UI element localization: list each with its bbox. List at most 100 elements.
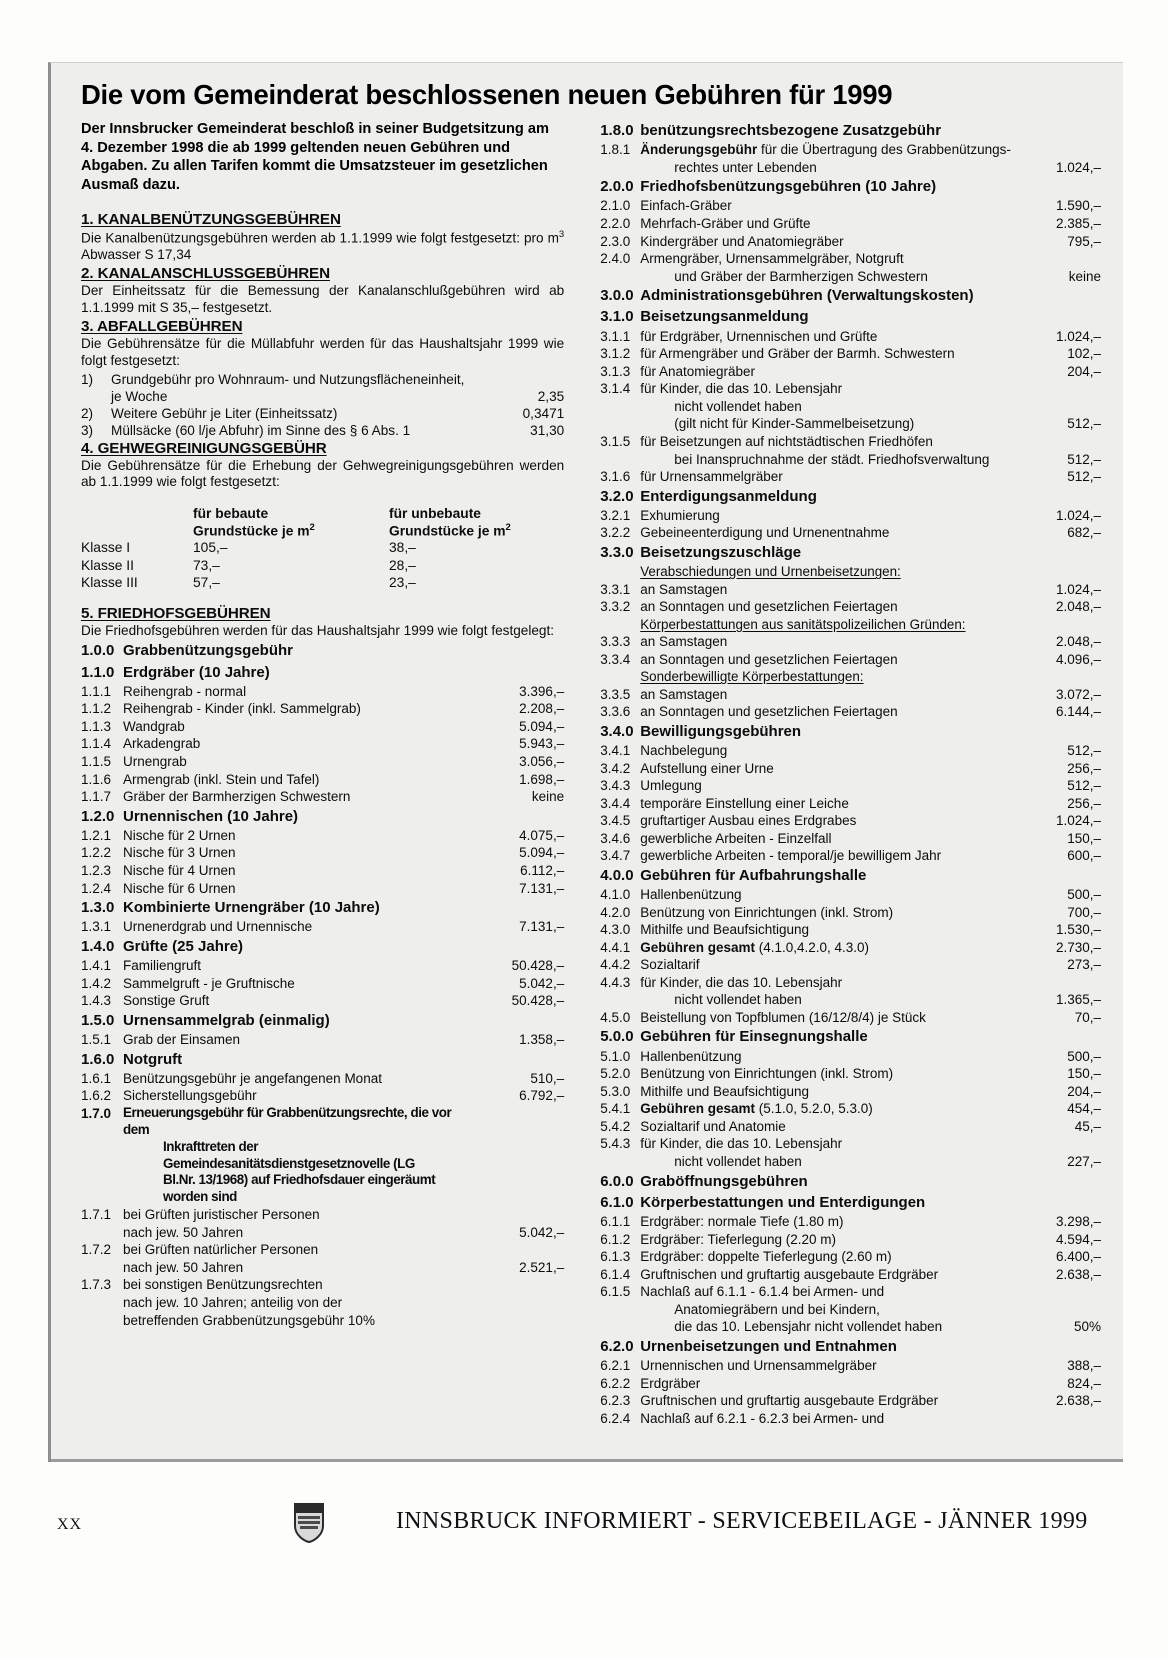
gehweg-head-bebaute-line1: für bebaute xyxy=(193,505,269,521)
fee-label: Gebühren für Einsegnungshalle xyxy=(640,1028,868,1046)
fee-code: 2.4.0 xyxy=(600,251,631,267)
list-item-label: Weitere Gebühr je Liter (Einheitssatz) xyxy=(111,405,338,421)
fee-amount: 7.131,– xyxy=(519,880,565,896)
fee-code: 4.5.0 xyxy=(600,1009,631,1025)
fee-label: Kindergräber und Anatomiegräber xyxy=(640,233,844,249)
unbuilt-rate: 38,– xyxy=(389,540,416,556)
fee-code: 3.4.7 xyxy=(600,848,631,864)
fee-code: 1.2.1 xyxy=(81,827,112,843)
fee-code: 6.1.1 xyxy=(600,1214,631,1230)
fee-label: Kombinierte Urnengräber (10 Jahre) xyxy=(123,899,380,917)
fee-code: 6.1.0 xyxy=(600,1193,634,1211)
fee-amount: keine xyxy=(1068,268,1101,284)
gehweg-table-header-row-2: Grundstücke je m2 Grundstücke je m2 xyxy=(81,522,564,540)
fee-amount xyxy=(1023,1410,1101,1428)
fee-amount: 2.730,– xyxy=(1055,939,1101,955)
fee-row: 1.2.1 Nische für 2 Urnen 4.075,– xyxy=(81,827,564,845)
fee-amount: 700,– xyxy=(1067,904,1101,920)
fee-row: 1.1.6 Armengrab (inkl. Stein und Tafel) 1.… xyxy=(81,771,564,789)
fee-amount xyxy=(482,937,564,957)
fee-row: 3.4.7 gewerbliche Arbeiten - temporal/je … xyxy=(600,847,1101,865)
fee-label: Urnensammelgrab (einmalig) xyxy=(123,1011,330,1029)
fee-label: gewerbliche Arbeiten - temporal/je bewil… xyxy=(640,848,942,864)
fee-label: für Beisetzungen auf nichtstädtischen Fr… xyxy=(640,433,933,449)
fee-code: 5.4.3 xyxy=(600,1136,631,1152)
fee-row: 5.3.0 Mithilfe und Beaufsichtigung 204,– xyxy=(600,1083,1101,1101)
fee-code: 6.2.2 xyxy=(600,1375,631,1391)
fee-code: 2.3.0 xyxy=(600,233,631,249)
fee-label: Urnenbeisetzungen und Entnahmen xyxy=(640,1337,897,1355)
fee-amount: 204,– xyxy=(1067,1083,1101,1099)
fee-label: für Erdgräber, Urnennischen und Grüfte xyxy=(640,328,878,344)
fee-code xyxy=(81,1139,123,1173)
fee-amount: 1.365,– xyxy=(1055,992,1101,1008)
fee-label: Bewilligungsgebühren xyxy=(640,722,802,740)
fee-heading-wrapped: Inkrafttreten der Gemeindesanitätsdienst… xyxy=(81,1139,564,1173)
fee-row: 3.2.2 Gebeineenterdigung und Urnenentnahm… xyxy=(600,524,1101,542)
fee-code: 3.2.1 xyxy=(600,507,631,523)
fee-row: 1.2.3 Nische für 4 Urnen 6.112,– xyxy=(81,862,564,880)
fee-row: 1.8.1 Änderungsgebühr für die Übertragung… xyxy=(600,141,1101,159)
fee-code: 2.1.0 xyxy=(600,198,631,214)
fee-label: Anatomiegräbern und bei Kindern, xyxy=(674,1301,880,1317)
fee-amount xyxy=(482,1241,564,1259)
fee-subheading: 1.8.0 benützungsrechtsbezogene Zusatzgebü… xyxy=(600,121,1101,141)
fee-code: 3.1.2 xyxy=(600,346,631,362)
fee-row: 1.3.1 Urnenerdgrab und Urnennische 7.131,– xyxy=(81,918,564,936)
fee-row: 1.5.1 Grab der Einsamen 1.358,– xyxy=(81,1031,564,1049)
fee-row: 6.1.2 Erdgräber: Tieferlegung (2.20 m) 4.5… xyxy=(600,1231,1101,1249)
fee-label: Wandgrab xyxy=(123,718,185,734)
list-item-value: 31,30 xyxy=(530,422,565,438)
fee-row: 1.1.1 Reihengrab - normal 3.396,– xyxy=(81,683,564,701)
fee-row: 1.1.4 Arkadengrab 5.943,– xyxy=(81,735,564,753)
fee-amount xyxy=(1023,1172,1101,1192)
fee-label: Arkadengrab xyxy=(123,736,201,752)
fee-code: 1.8.1 xyxy=(600,142,631,158)
fee-code: 3.4.1 xyxy=(600,743,631,759)
fee-subheading: 6.0.0 Graböffnungsgebühren xyxy=(600,1172,1101,1192)
fee-amount xyxy=(1023,563,1101,580)
fee-label: Umlegung xyxy=(640,778,702,794)
fee-amount: 1.024,– xyxy=(1055,581,1101,597)
fee-code: 3.3.3 xyxy=(600,634,631,650)
fee-code xyxy=(600,563,640,580)
fee-amount xyxy=(482,1050,564,1070)
fee-code: 6.1.5 xyxy=(600,1284,631,1300)
fee-subheading: 6.2.0 Urnenbeisetzungen und Entnahmen xyxy=(600,1337,1101,1357)
list-item-label: Müllsäcke (60 l/je Abfuhr) im Sinne des … xyxy=(111,422,411,438)
unbuilt-rate: 28,– xyxy=(389,557,416,573)
fee-label: benützungsrechtsbezogene Zusatzgebühr xyxy=(640,121,942,139)
fee-code: 1.4.0 xyxy=(81,937,115,955)
fee-row: 6.2.2 Erdgräber 824,– xyxy=(600,1375,1101,1393)
list-item-value: 2,35 xyxy=(537,388,565,404)
fee-code: 4.4.1 xyxy=(600,939,631,955)
fee-amount: 5.094,– xyxy=(519,718,565,734)
fee-amount: 1.024,– xyxy=(1055,813,1101,829)
fee-code: 6.1.2 xyxy=(600,1231,631,1247)
fee-row: 3.3.3 an Samstagen 2.048,– xyxy=(600,633,1101,651)
fee-subheading: 5.0.0 Gebühren für Einsegnungshalle xyxy=(600,1027,1101,1047)
fee-row: 6.1.5 Nachlaß auf 6.1.1 - 6.1.4 bei Armen… xyxy=(600,1283,1101,1301)
section-heading-abfall: 3. ABFALLGEBÜHREN xyxy=(81,318,243,336)
fee-subheading: 3.3.0 Beisetzungszuschläge xyxy=(600,543,1101,563)
fee-subheading: 3.0.0 Administrationsgebühren (Verwaltung… xyxy=(600,286,1101,306)
fee-amount: keine xyxy=(531,789,565,805)
fee-subheading: 1.6.0 Notgruft xyxy=(81,1050,564,1070)
lead-paragraph: Der Innsbrucker Gemeinderat beschloß in … xyxy=(81,120,549,193)
fee-amount xyxy=(1023,1301,1101,1319)
fee-label: bei Inanspruchnahme der städt. Friedhofs… xyxy=(674,451,990,467)
fee-row: die das 10. Lebensjahr nicht vollendet h… xyxy=(600,1318,1101,1336)
friedhof-fee-list-right: 1.8.0 benützungsrechtsbezogene Zusatzgebü… xyxy=(600,121,1101,1427)
fee-amount: 6.112,– xyxy=(520,862,565,878)
fee-row: 3.1.3 für Anatomiegräber 204,– xyxy=(600,363,1101,381)
fee-label: Mithilfe und Beaufsichtigung xyxy=(640,1083,810,1099)
s1-text-a: Die Kanalbenützungsgebühren werden ab 1.… xyxy=(81,230,559,246)
fee-group-note: Sonderbewilligte Körperbestattungen: xyxy=(600,668,1101,685)
fee-code: 1.1.1 xyxy=(81,683,112,699)
fee-amount xyxy=(1023,121,1101,141)
fee-amount: 3.072,– xyxy=(1055,686,1101,702)
fee-row: 4.2.0 Benützung von Einrichtungen (inkl. … xyxy=(600,904,1101,922)
fee-label: Mehrfach-Gräber und Grüfte xyxy=(640,216,811,232)
fee-row: 4.3.0 Mithilfe und Beaufsichtigung 1.530,– xyxy=(600,921,1101,939)
